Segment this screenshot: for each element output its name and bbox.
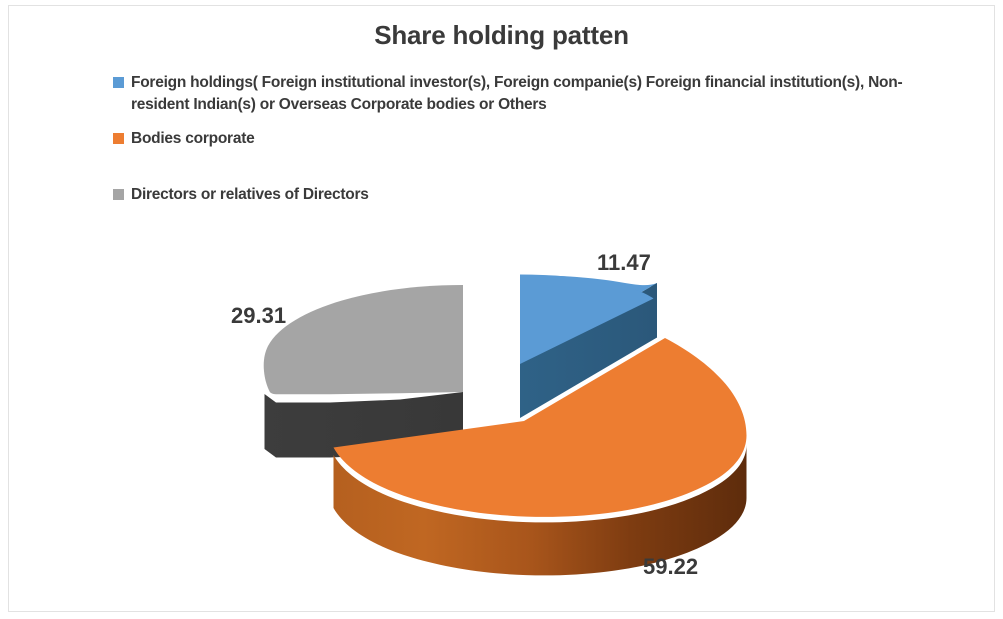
data-label-foreign-holdings: 11.47 bbox=[597, 250, 651, 275]
page-title: Share holding patten bbox=[374, 20, 629, 50]
chart-legend: Foreign holdings( Foreign institutional … bbox=[113, 72, 913, 206]
pie-slice-bodies-corporate-side bbox=[333, 445, 747, 576]
data-label-directors: 29.31 bbox=[231, 303, 287, 328]
pie-slice-bodies-corporate[interactable] bbox=[333, 338, 747, 576]
legend-swatch-icon bbox=[113, 77, 124, 88]
pie-slice-foreign-holdings-endwall bbox=[651, 283, 657, 341]
legend-item-label: Foreign holdings( Foreign institutional … bbox=[131, 74, 903, 113]
pie-slice-foreign-holdings-top-fill bbox=[520, 274, 654, 364]
pie-slice-directors-top bbox=[263, 285, 463, 395]
legend-item-label: Bodies corporate bbox=[131, 130, 255, 147]
legend-item-directors[interactable]: Directors or relatives of Directors bbox=[113, 184, 913, 206]
data-label-bodies-corporate: 59.22 bbox=[643, 554, 699, 579]
pie-slice-directors[interactable] bbox=[263, 285, 463, 458]
pie-slice-foreign-holdings[interactable] bbox=[520, 274, 657, 419]
legend-item-foreign-holdings[interactable]: Foreign holdings( Foreign institutional … bbox=[113, 72, 913, 116]
legend-item-bodies-corporate[interactable]: Bodies corporate bbox=[113, 128, 913, 150]
pie-slice-foreign-holdings-side bbox=[520, 283, 657, 418]
legend-swatch-icon bbox=[113, 189, 124, 200]
legend-item-label: Directors or relatives of Directors bbox=[131, 186, 369, 203]
legend-swatch-icon bbox=[113, 133, 124, 144]
pie-slice-bodies-corporate-top bbox=[333, 338, 747, 517]
